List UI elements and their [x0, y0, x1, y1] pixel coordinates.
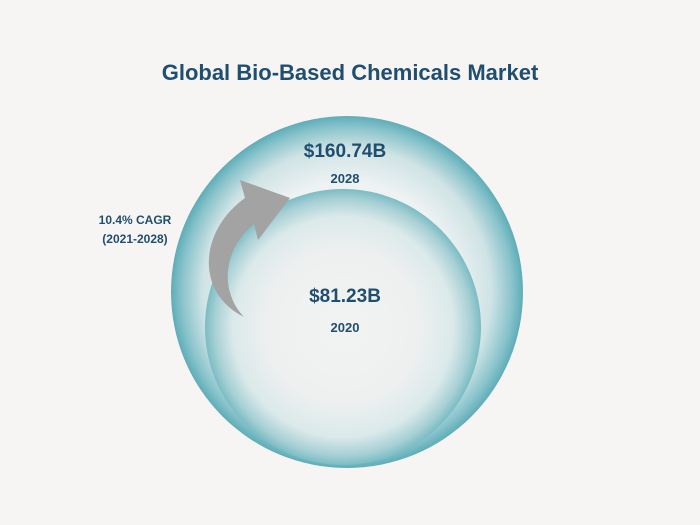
cagr-period: (2021-2028)	[102, 232, 168, 246]
bubble-2020	[205, 189, 481, 465]
value-2028: $160.74B	[303, 141, 387, 162]
year-2028: 2028	[330, 171, 360, 186]
bubble-2020-label: $81.23B 2020	[245, 286, 445, 335]
chart-title: Global Bio-Based Chemicals Market	[161, 60, 539, 85]
value-2020: $81.23B	[309, 286, 381, 307]
bubble-2028-label: $160.74B 2028	[245, 141, 445, 186]
cagr-annotation: 10.4% CAGR (2021-2028)	[70, 211, 200, 249]
growth-arrow	[208, 180, 290, 317]
cagr-value: 10.4% CAGR	[98, 213, 172, 227]
year-2020: 2020	[330, 320, 360, 335]
